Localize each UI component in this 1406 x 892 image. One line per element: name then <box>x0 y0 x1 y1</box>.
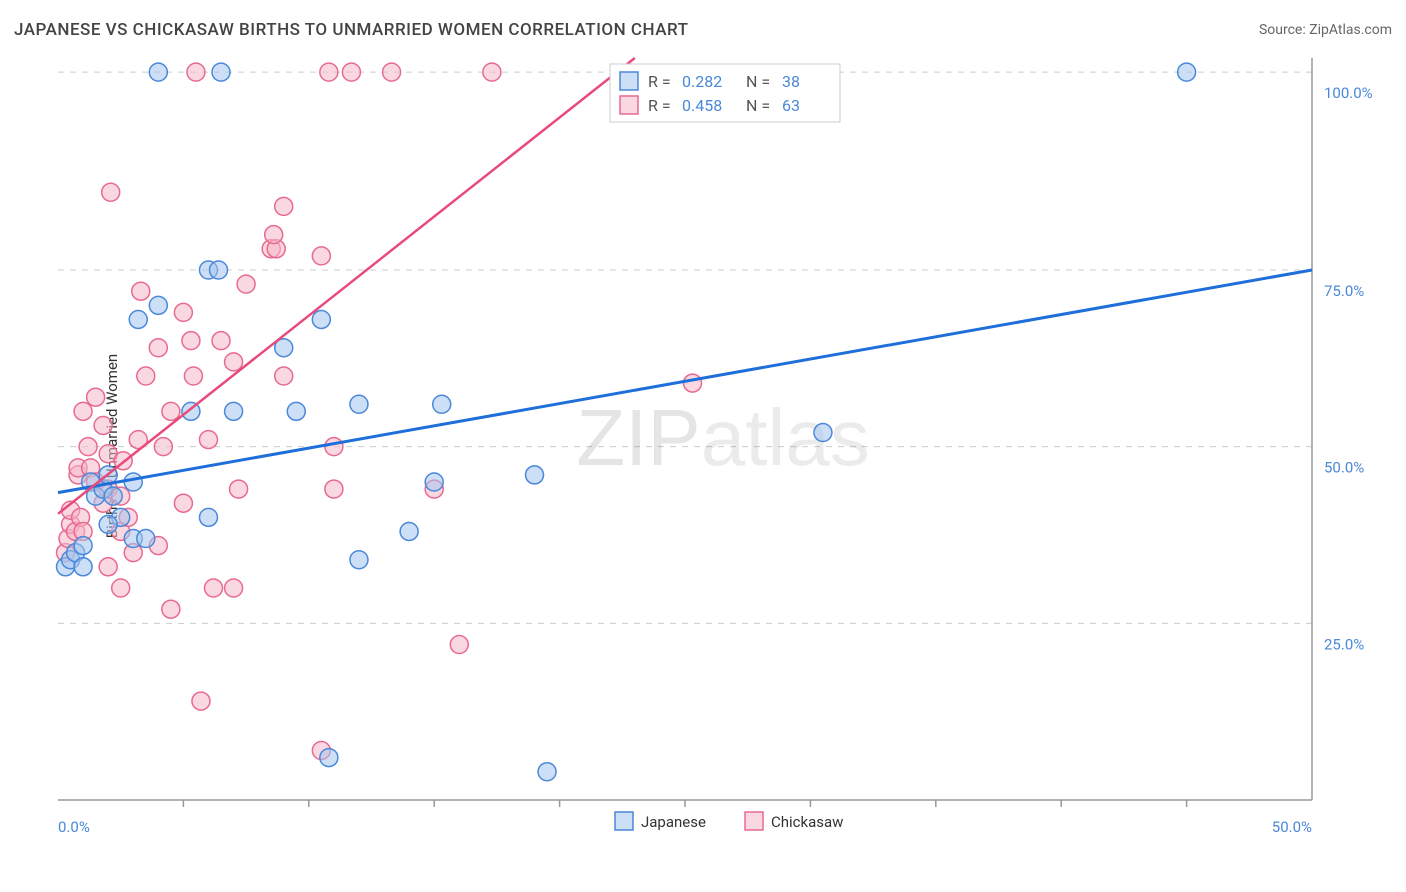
chart-svg: 25.0%50.0%75.0%100.0%0.0%50.0%ZIPatlasR … <box>54 54 1392 844</box>
source-label: Source: <box>1259 22 1306 38</box>
chart-title: JAPANESE VS CHICKASAW BIRTHS TO UNMARRIE… <box>14 20 689 40</box>
svg-text:63: 63 <box>782 96 800 115</box>
svg-text:Japanese: Japanese <box>641 813 706 831</box>
svg-text:50.0%: 50.0% <box>1324 459 1364 477</box>
source-attribution: Source: ZipAtlas.com <box>1259 22 1392 38</box>
svg-text:38: 38 <box>782 72 800 91</box>
svg-text:75.0%: 75.0% <box>1324 282 1364 300</box>
source-value: ZipAtlas.com <box>1309 22 1392 38</box>
svg-text:100.0%: 100.0% <box>1324 84 1373 102</box>
svg-text:R =: R = <box>648 72 671 91</box>
svg-text:N =: N = <box>746 96 770 115</box>
svg-text:25.0%: 25.0% <box>1324 635 1364 653</box>
svg-text:50.0%: 50.0% <box>1272 818 1312 836</box>
svg-text:N =: N = <box>746 72 770 91</box>
svg-text:0.0%: 0.0% <box>58 818 90 836</box>
svg-text:0.282: 0.282 <box>682 72 722 91</box>
svg-text:Chickasaw: Chickasaw <box>771 813 843 831</box>
svg-text:R =: R = <box>648 96 671 115</box>
svg-text:0.458: 0.458 <box>682 96 722 115</box>
scatter-plot: 25.0%50.0%75.0%100.0%0.0%50.0%ZIPatlasR … <box>54 54 1392 844</box>
chart-header: JAPANESE VS CHICKASAW BIRTHS TO UNMARRIE… <box>14 20 1392 40</box>
